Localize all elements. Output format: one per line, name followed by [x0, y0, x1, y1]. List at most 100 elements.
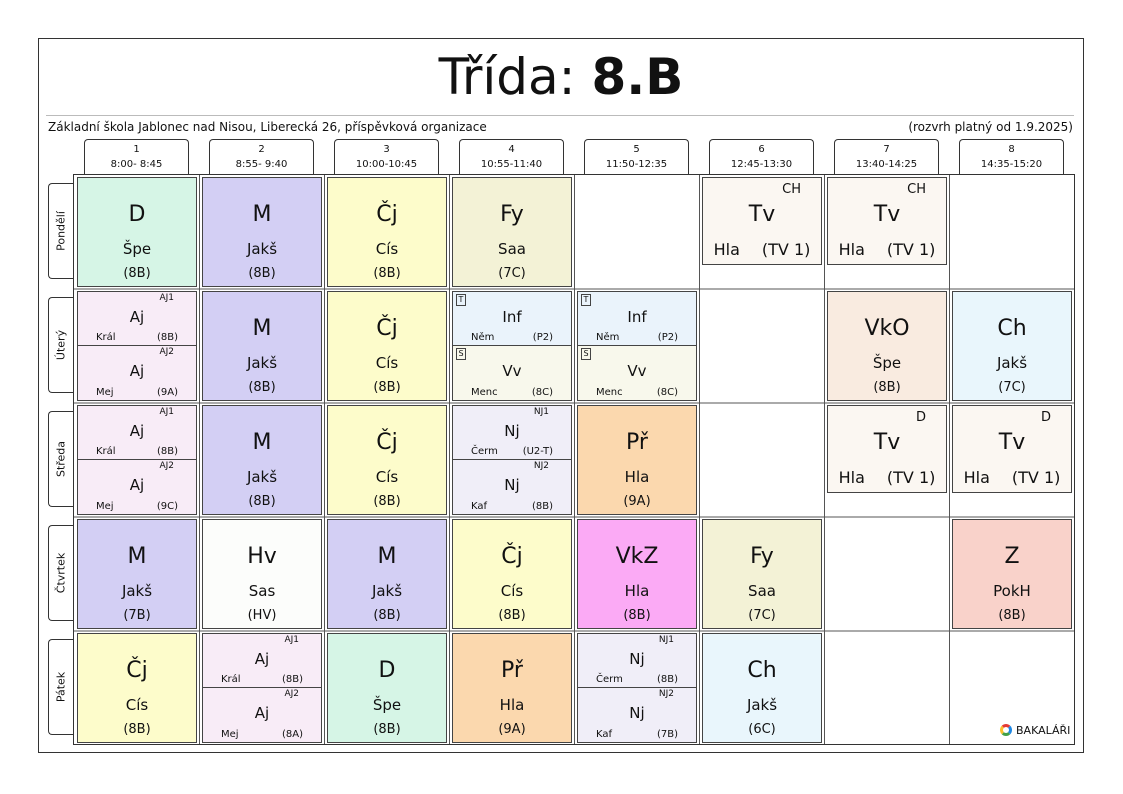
- teacher: Menc: [596, 387, 623, 398]
- subject: Fy: [500, 202, 524, 227]
- room: (8B): [156, 446, 178, 457]
- teacher-room: Hla (TV 1): [703, 240, 821, 259]
- room: (9A): [156, 387, 178, 398]
- teacher: Jakš: [246, 468, 278, 486]
- lesson-cell[interactable]: VkO Špe (8B): [827, 291, 947, 401]
- period-number: 8: [1008, 144, 1015, 155]
- lesson-cell[interactable]: Čj Cís (8B): [77, 633, 197, 743]
- lesson-cell[interactable]: Fy Saa (7C): [702, 519, 822, 629]
- lesson-cell[interactable]: D Tv Hla (TV 1): [952, 405, 1072, 493]
- group-label: NJ2: [658, 689, 674, 699]
- lesson-cell[interactable]: D Špe (8B): [77, 177, 197, 287]
- lesson-cell[interactable]: Čj Cís (8B): [452, 519, 572, 629]
- period-header-3: 3 10:00-10:45: [334, 139, 439, 174]
- room: (8B): [373, 380, 401, 395]
- group-label: AJ2: [284, 689, 299, 699]
- room: (7C): [498, 266, 526, 281]
- subject: Ch: [747, 658, 777, 683]
- lesson-cell[interactable]: Z PokH (8B): [952, 519, 1072, 629]
- subject: M: [252, 430, 272, 455]
- period-number: 5: [633, 144, 640, 155]
- lesson-cell[interactable]: M Jakš (8B): [202, 177, 322, 287]
- lesson-cell[interactable]: Ch Jakš (6C): [702, 633, 822, 743]
- lesson-cell-split[interactable]: T Inf Něm (P2) S Vv Menc (8C): [452, 291, 572, 401]
- day-label-wednesday: Středa: [48, 411, 73, 507]
- group-half: NJ2 Nj Kaf (8B): [453, 460, 571, 514]
- lesson-cell[interactable]: Př Hla (9A): [452, 633, 572, 743]
- lesson-cell[interactable]: Ch Jakš (7C): [952, 291, 1072, 401]
- teacher: Špe: [122, 240, 152, 258]
- lesson-cell[interactable]: D Tv Hla (TV 1): [827, 405, 947, 493]
- subject: VkZ: [615, 544, 659, 569]
- subject: M: [252, 202, 272, 227]
- title-prefix: Třída:: [438, 48, 576, 106]
- lesson-cell[interactable]: M Jakš (7B): [77, 519, 197, 629]
- room: (8A): [281, 729, 303, 740]
- lesson-cell[interactable]: VkZ Hla (8B): [577, 519, 697, 629]
- bakalari-logo: BAKALÁŘI: [1000, 724, 1070, 737]
- lesson-cell[interactable]: M Jakš (8B): [327, 519, 447, 629]
- subject: Nj: [629, 650, 645, 668]
- lesson-cell[interactable]: D Špe (8B): [327, 633, 447, 743]
- teacher: Cís: [125, 696, 149, 714]
- room: (8B): [373, 494, 401, 509]
- lesson-cell-split[interactable]: NJ1 Nj Čerm (U2-T) NJ2 Nj Kaf (8B): [452, 405, 572, 515]
- lesson-cell[interactable]: Fy Saa (7C): [452, 177, 572, 287]
- day-text: Pátek: [54, 671, 68, 703]
- teacher: Hla: [838, 240, 865, 259]
- timetable-frame: [38, 38, 1084, 753]
- teacher: Hla: [624, 582, 650, 600]
- lesson-cell[interactable]: Čj Cís (8B): [327, 405, 447, 515]
- lesson-cell[interactable]: M Jakš (8B): [202, 291, 322, 401]
- subject: Inf: [627, 308, 647, 326]
- lesson-cell[interactable]: Čj Cís (8B): [327, 291, 447, 401]
- lesson-cell[interactable]: Př Hla (9A): [577, 405, 697, 515]
- teacher-room: Hla (TV 1): [828, 468, 946, 487]
- room: (8B): [123, 722, 151, 737]
- group-half: AJ1 Aj Král (8B): [78, 292, 196, 346]
- room: (8B): [623, 608, 651, 623]
- lesson-cell-split[interactable]: AJ1 Aj Král (8B) AJ2 Aj Mej (9C): [77, 405, 197, 515]
- teacher: Špe: [872, 354, 902, 372]
- subject: Aj: [129, 476, 145, 494]
- period-time: 12:45-13:30: [730, 159, 793, 170]
- teacher: Menc: [471, 387, 498, 398]
- subject: D: [378, 658, 396, 683]
- week-flag: T: [456, 294, 466, 306]
- room: (8B): [373, 266, 401, 281]
- lesson-cell-split[interactable]: T Inf Něm (P2) S Vv Menc (8C): [577, 291, 697, 401]
- lesson-cell-split[interactable]: AJ1 Aj Král (8B) AJ2 Aj Mej (9A): [77, 291, 197, 401]
- lesson-cell[interactable]: Hv Sas (HV): [202, 519, 322, 629]
- room: (TV 1): [761, 240, 811, 259]
- room: (9C): [156, 501, 178, 512]
- subject: Aj: [129, 308, 145, 326]
- teacher: Špe: [372, 696, 402, 714]
- subject: Vv: [502, 362, 522, 380]
- subject: Čj: [376, 202, 398, 227]
- subject: Př: [501, 658, 523, 683]
- logo-text: BAKALÁŘI: [1016, 724, 1071, 737]
- room: (8B): [281, 674, 303, 685]
- room: (8B): [123, 266, 151, 281]
- lesson-cell-split[interactable]: AJ1 Aj Král (8B) AJ2 Aj Mej (8A): [202, 633, 322, 743]
- subject: Inf: [502, 308, 522, 326]
- group-label: AJ2: [159, 461, 174, 471]
- group-half: NJ2 Nj Kaf (7B): [578, 688, 696, 742]
- teacher: Hla: [499, 696, 525, 714]
- lesson-cell-split[interactable]: NJ1 Nj Čerm (8B) NJ2 Nj Kaf (7B): [577, 633, 697, 743]
- subject: M: [377, 544, 397, 569]
- room: (8B): [156, 332, 178, 343]
- room: (8B): [531, 501, 553, 512]
- subject: Fy: [750, 544, 774, 569]
- lesson-cell[interactable]: Čj Cís (8B): [327, 177, 447, 287]
- subject: M: [252, 316, 272, 341]
- lesson-cell[interactable]: M Jakš (8B): [202, 405, 322, 515]
- room: (P2): [657, 332, 678, 343]
- period-time: 8:00- 8:45: [110, 159, 163, 170]
- period-header-5: 5 11:50-12:35: [584, 139, 689, 174]
- lesson-cell[interactable]: CH Tv Hla (TV 1): [702, 177, 822, 265]
- room: (8B): [998, 608, 1026, 623]
- group-half: T Inf Něm (P2): [578, 292, 696, 346]
- lesson-cell[interactable]: CH Tv Hla (TV 1): [827, 177, 947, 265]
- teacher: Hla: [713, 240, 740, 259]
